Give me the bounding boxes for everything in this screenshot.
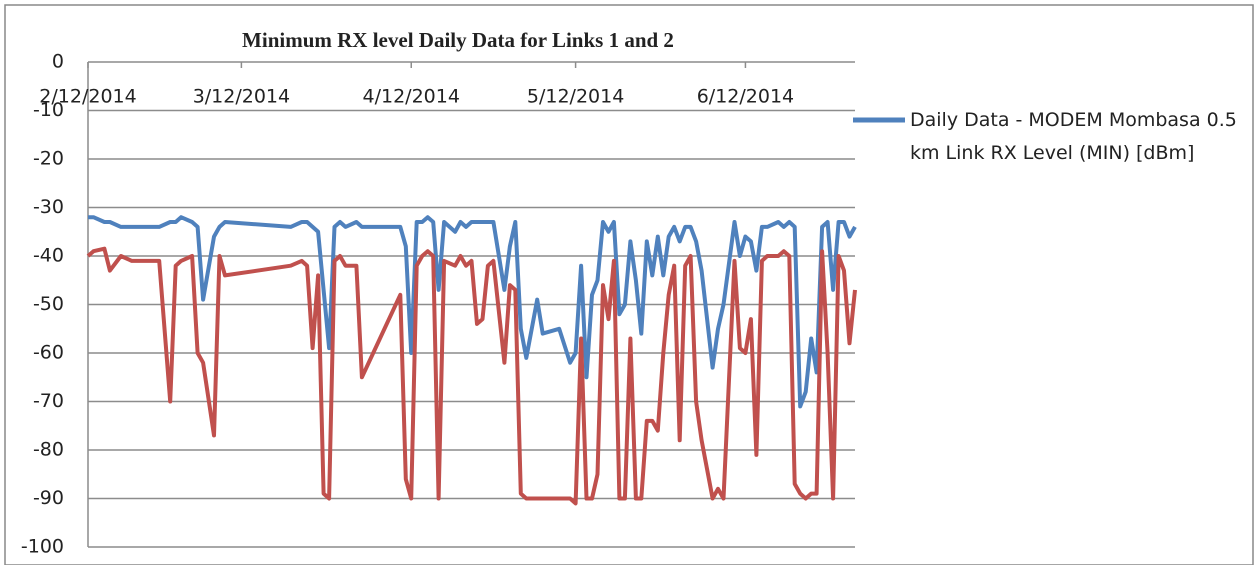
y-tick-label: -10 xyxy=(33,99,64,121)
chart-border xyxy=(4,4,1254,565)
y-tick-label: 0 xyxy=(52,51,64,73)
y-tick-label: -90 xyxy=(33,487,64,509)
series-line xyxy=(86,246,857,506)
x-tick-label: 4/12/2014 xyxy=(363,86,460,108)
y-tick-label: -70 xyxy=(33,390,64,412)
x-tick-label: 2/12/2014 xyxy=(39,86,136,108)
legend-label: Daily Data - MODEM Mombasa 0.5 km Link R… xyxy=(910,109,1237,164)
x-tick-label: 3/12/2014 xyxy=(193,86,290,108)
series-line xyxy=(88,215,857,409)
y-tick-label: -50 xyxy=(33,293,64,315)
chart-title: Minimum RX level Daily Data for Links 1 … xyxy=(242,28,674,52)
y-tick-label: -30 xyxy=(33,196,64,218)
y-tick-label: -40 xyxy=(33,245,64,267)
y-tick-label: -60 xyxy=(33,342,64,364)
x-tick-label: 6/12/2014 xyxy=(697,86,794,108)
x-tick-label: 5/12/2014 xyxy=(527,86,624,108)
y-tick-label: -80 xyxy=(33,439,64,461)
y-tick-label: -100 xyxy=(21,536,64,558)
y-tick-label: -20 xyxy=(33,148,64,170)
